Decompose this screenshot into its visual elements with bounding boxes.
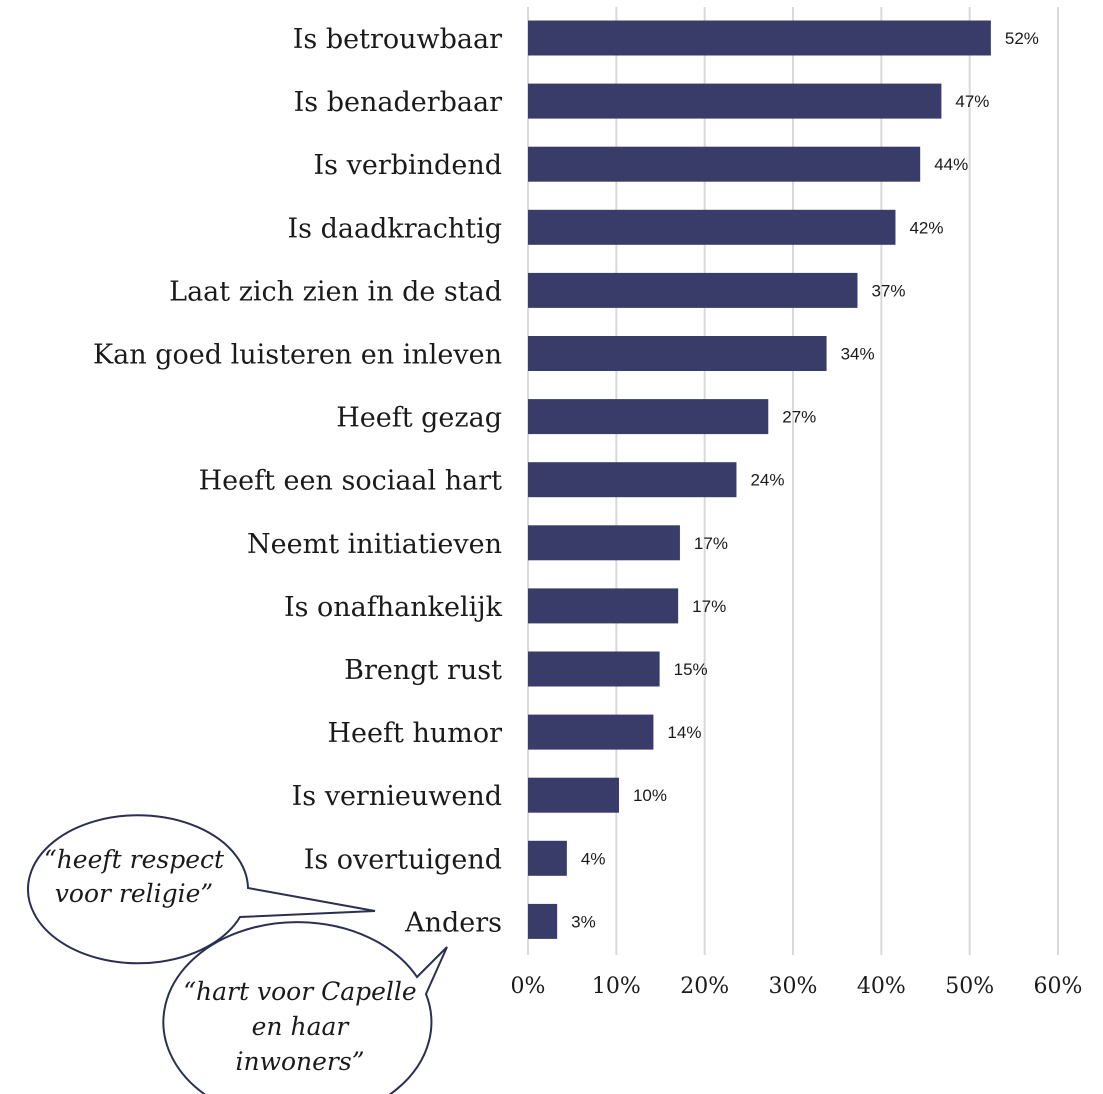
category-label: Is onafhankelijk: [284, 592, 503, 623]
data-label: 4%: [581, 849, 606, 868]
category-label: Is daadkrachtig: [287, 213, 502, 244]
bar: [528, 399, 769, 435]
category-labels: Is betrouwbaar Is benaderbaar Is verbinden…: [93, 24, 503, 938]
category-label: Heeft humor: [328, 718, 503, 749]
bar: [528, 20, 991, 56]
data-label: 24%: [750, 471, 784, 490]
speech-bubble-respect-religie: “heeft respect voor religie”: [27, 814, 376, 965]
speech-bubble-shape: [27, 814, 376, 965]
bubble-text-line-1: “hart voor Capelle: [183, 977, 416, 1006]
bubble-text-line-3: inwoners”: [235, 1047, 364, 1076]
x-tick-label: 30%: [769, 974, 818, 999]
speech-bubble-shape: [162, 921, 448, 1094]
category-label: Is benaderbaar: [294, 87, 502, 118]
data-label: 47%: [955, 92, 989, 111]
bar: [528, 714, 654, 750]
x-tick-label: 50%: [945, 974, 994, 999]
category-label: Laat zich zien in de stad: [169, 276, 502, 307]
data-label: 15%: [674, 660, 708, 679]
category-label: Kan goed luisteren en inleven: [93, 340, 502, 371]
data-label: 52%: [1005, 29, 1039, 48]
data-label: 34%: [841, 345, 875, 364]
x-tick-label: 20%: [680, 974, 729, 999]
bubble-text-line-2: en haar: [252, 1012, 351, 1041]
x-tick-label: 60%: [1034, 974, 1083, 999]
data-labels: 52% 47% 44% 42% 37% 34% 27% 24% 17% 17% 15% 14% 10% 4…: [571, 29, 1039, 931]
data-label: 14%: [667, 723, 701, 742]
data-label: 44%: [934, 155, 968, 174]
category-label: Neemt initiatieven: [247, 529, 502, 560]
category-label: Heeft een sociaal hart: [199, 466, 503, 497]
bar: [528, 840, 567, 876]
category-label: Is overtuigend: [304, 844, 502, 875]
x-tick-label: 40%: [857, 974, 906, 999]
x-tick-label: 0%: [511, 974, 546, 999]
x-axis-tick-labels: 0% 10% 20% 30% 40% 50% 60%: [511, 974, 1083, 999]
data-label: 42%: [909, 218, 943, 237]
category-label: Brengt rust: [344, 655, 502, 686]
category-label: Is betrouwbaar: [293, 24, 502, 55]
bar: [528, 588, 679, 624]
category-label: Is vernieuwend: [292, 781, 502, 812]
data-label: 3%: [571, 912, 596, 931]
bars: [528, 20, 991, 939]
data-label: 27%: [782, 408, 816, 427]
bar: [528, 462, 737, 498]
category-label: Is verbindend: [314, 150, 503, 181]
data-label: 17%: [694, 534, 728, 553]
data-label: 17%: [692, 597, 726, 616]
category-label: Anders: [404, 907, 502, 938]
x-tick-label: 10%: [592, 974, 641, 999]
bar: [528, 146, 921, 182]
category-label: Heeft gezag: [336, 403, 502, 434]
data-label: 37%: [871, 281, 905, 300]
speech-bubble-hart-voor-capelle: “hart voor Capelle en haar inwoners”: [162, 921, 448, 1094]
bar: [528, 272, 858, 308]
bar: [528, 209, 896, 245]
bubble-text-line-2: voor religie”: [55, 879, 213, 908]
bubble-text-line-1: “heeft respect: [44, 845, 225, 874]
data-label: 10%: [633, 786, 667, 805]
bar: [528, 903, 558, 939]
bar: [528, 525, 680, 561]
bar: [528, 336, 827, 371]
bar: [528, 651, 660, 687]
bar: [528, 777, 619, 813]
bar: [528, 83, 942, 119]
